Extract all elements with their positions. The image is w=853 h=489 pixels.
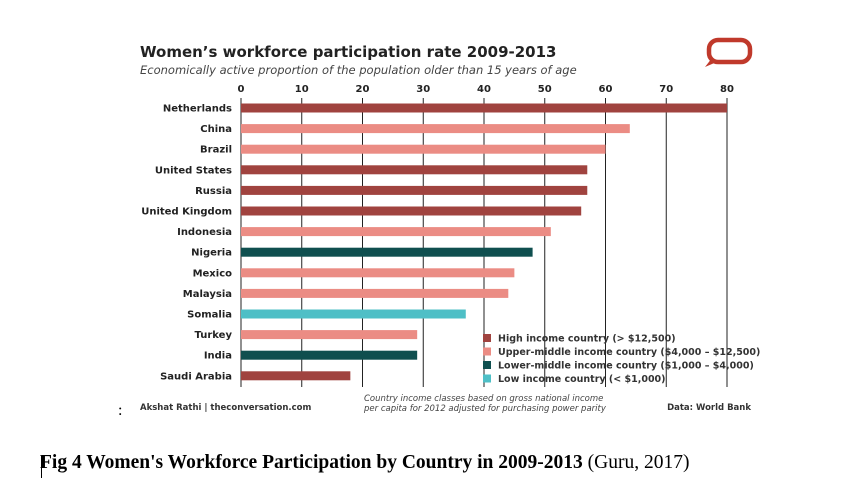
category-label-indonesia: Indonesia	[177, 227, 232, 238]
bar-nigeria	[241, 247, 533, 257]
category-label-india: India	[204, 351, 232, 362]
bar-mexico	[241, 268, 515, 278]
logo-tail	[705, 58, 719, 67]
x-tick-label-60: 60	[599, 84, 613, 95]
category-label-china: China	[200, 124, 232, 135]
legend-swatch-low	[483, 374, 491, 383]
x-tick-label-20: 20	[356, 84, 370, 95]
category-label-united-states: United States	[155, 165, 232, 176]
x-tick-label-40: 40	[477, 84, 491, 95]
figure-caption: Fig 4 Women's Workforce Participation by…	[40, 452, 850, 474]
author-credit: Akshat Rathi | theconversation.com	[140, 403, 312, 413]
legend-swatch-lower	[483, 361, 491, 369]
legend: High income country (> $12,500) Upper-mid…	[483, 334, 760, 385]
caption-citation: (Guru, 2017)	[582, 452, 690, 473]
chart-svg: Women’s workforce participation rate 200…	[140, 37, 760, 414]
category-label-brazil: Brazil	[200, 145, 232, 156]
legend-swatch-high	[483, 334, 491, 342]
legend-label-low: Low income country (< $1,000)	[498, 374, 666, 385]
bar-malaysia	[241, 288, 509, 298]
text-cursor	[41, 456, 42, 478]
bar-saudi-arabia	[241, 371, 351, 381]
bar-russia	[241, 185, 588, 195]
category-label-mexico: Mexico	[193, 268, 233, 279]
category-label-united-kingdom: United Kingdom	[141, 207, 232, 218]
caption-bold: Fig 4 Women's Workforce Participation by…	[40, 452, 583, 473]
category-label-turkey: Turkey	[195, 330, 233, 341]
x-tick-label-50: 50	[538, 84, 552, 95]
legend-label-high: High income country (> $12,500)	[498, 334, 676, 345]
x-tick-label-0: 0	[238, 84, 245, 95]
x-tick-label-10: 10	[295, 84, 309, 95]
category-labels: Netherlands China Brazil United States Russi…	[141, 104, 232, 383]
category-label-nigeria: Nigeria	[191, 248, 232, 259]
category-label-malaysia: Malaysia	[183, 289, 232, 300]
colon-mark: :	[118, 402, 123, 419]
bars	[241, 103, 727, 381]
income-note-line-1: Country income classes based on gross na…	[364, 394, 603, 404]
bar-brazil	[241, 144, 606, 154]
conversation-logo-icon	[705, 37, 753, 67]
bar-china	[241, 124, 630, 134]
bar-turkey	[241, 330, 418, 340]
bar-indonesia	[241, 227, 551, 237]
legend-swatch-upper	[483, 347, 491, 356]
bar-netherlands	[241, 103, 727, 113]
x-axis-ticks: 0 10 20 30 40 50 60 70 80	[238, 84, 734, 95]
x-tick-label-80: 80	[720, 84, 734, 95]
data-source: Data: World Bank	[667, 403, 751, 413]
bar-india	[241, 350, 418, 360]
category-label-netherlands: Netherlands	[163, 104, 232, 115]
x-tick-label-30: 30	[416, 84, 430, 95]
income-note-line-2: per capita for 2012 adjusted for purchas…	[363, 404, 607, 414]
legend-label-lower: Lower-middle income country ($1,000 – $4…	[498, 361, 754, 372]
legend-label-upper: Upper-middle income country ($4,000 – $1…	[498, 347, 760, 358]
category-label-saudi-arabia: Saudi Arabia	[160, 371, 232, 382]
logo-bubble	[706, 37, 753, 65]
category-label-somalia: Somalia	[187, 310, 232, 321]
bar-united-states	[241, 165, 588, 175]
bar-united-kingdom	[241, 206, 582, 216]
chart-title: Women’s workforce participation rate 200…	[140, 43, 556, 61]
x-tick-label-70: 70	[659, 84, 673, 95]
bar-somalia	[241, 309, 466, 319]
chart-subtitle: Economically active proportion of the po…	[140, 63, 577, 77]
category-label-russia: Russia	[195, 186, 232, 197]
